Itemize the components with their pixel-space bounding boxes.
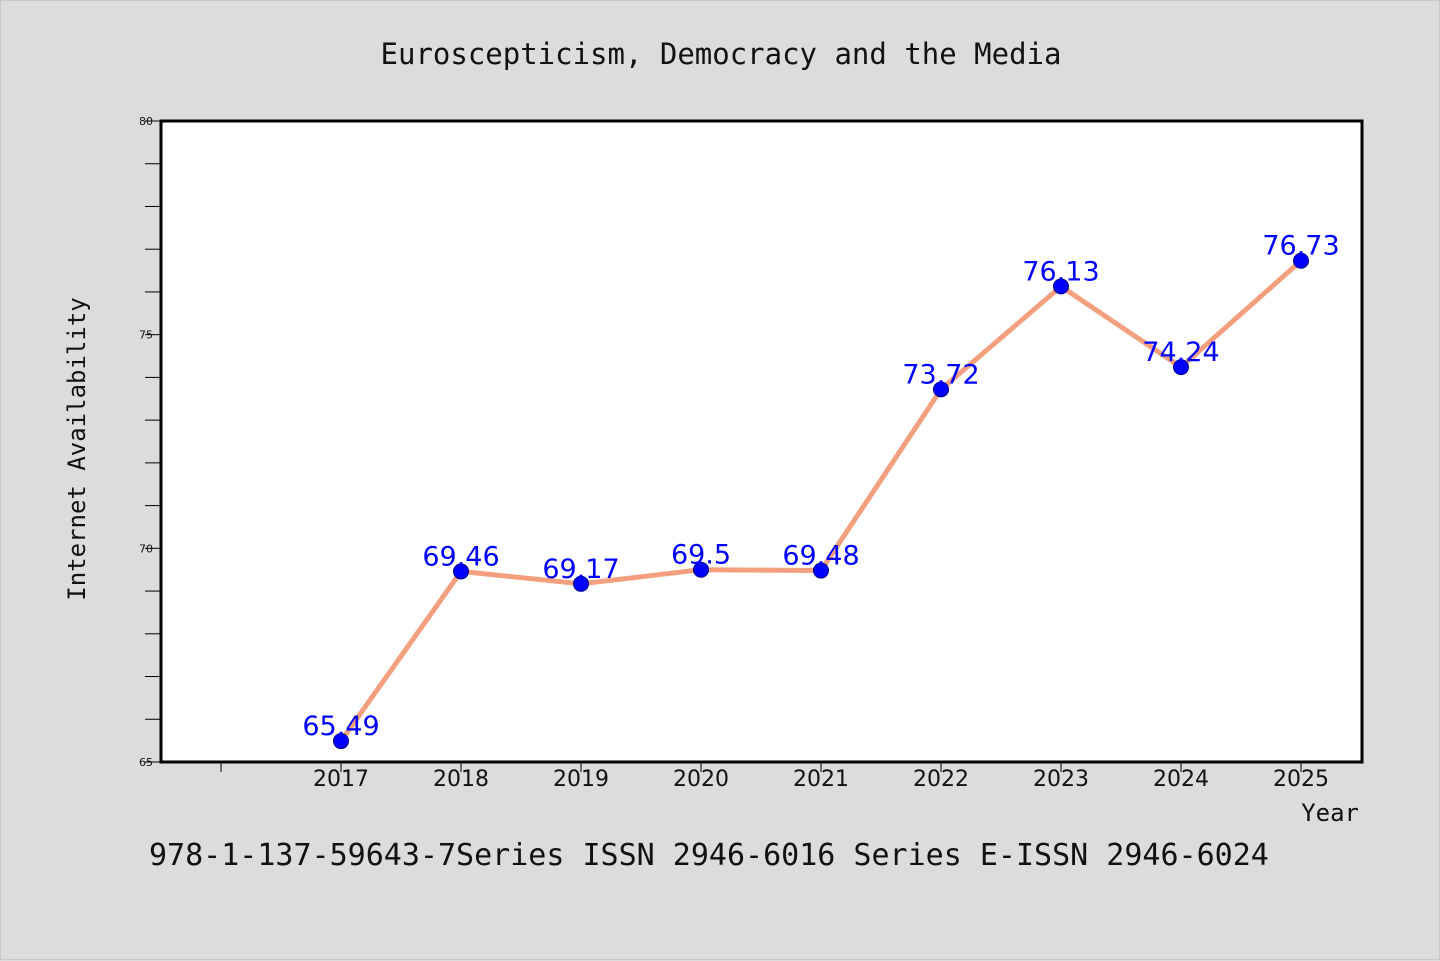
data-labels: 65.49 69.46 69.17 69.5 69.48 73.72 76.13 74.24 7… [302,231,1339,742]
data-label: 69.5 [671,540,731,571]
y-tick-label: 70 [139,542,153,555]
x-tick-label: 2021 [793,767,849,792]
x-tick-label: 2025 [1273,767,1329,792]
data-point [573,575,589,592]
x-tick-label: 2023 [1033,767,1089,792]
data-points [333,252,1309,750]
data-point [1053,278,1069,295]
plot-area [159,119,1364,764]
data-label: 76.73 [1262,231,1339,262]
y-axis-title: Internet Availability [63,297,91,600]
x-axis-title: Year [1301,799,1359,827]
data-point [693,561,709,578]
x-axis: 2017 2018 2019 2020 2021 2022 2023 2024 2025 [220,762,1329,792]
y-axis: 65 70 75 80 [139,115,161,769]
data-label: 74.24 [1142,337,1219,368]
y-tick-label: 75 [139,329,153,342]
x-tick-label: 2017 [313,767,369,792]
x-tick-label: 2022 [913,767,969,792]
data-point [333,733,349,750]
x-tick-label: 2018 [433,767,489,792]
y-tick-label: 80 [139,115,153,128]
data-label: 76.13 [1022,256,1099,287]
x-tick-label: 2020 [673,767,729,792]
data-label: 69.17 [542,554,619,585]
x-tick-label: 2019 [553,767,609,792]
data-point [813,562,829,579]
x-tick-label: 2024 [1153,767,1209,792]
data-point [1173,359,1189,376]
isbn-footer: 978-1-137-59643-7Series ISSN 2946-6016 S… [149,838,1269,873]
data-label: 65.49 [302,711,379,742]
data-label: 69.48 [782,541,859,572]
data-point [933,381,949,398]
y-tick-label: 65 [139,756,153,769]
chart-title: Euroscepticism, Democracy and the Media [381,37,1062,71]
data-point [453,563,469,580]
data-label: 73.72 [902,359,979,390]
data-point [1293,252,1309,269]
data-label: 69.46 [422,541,499,572]
